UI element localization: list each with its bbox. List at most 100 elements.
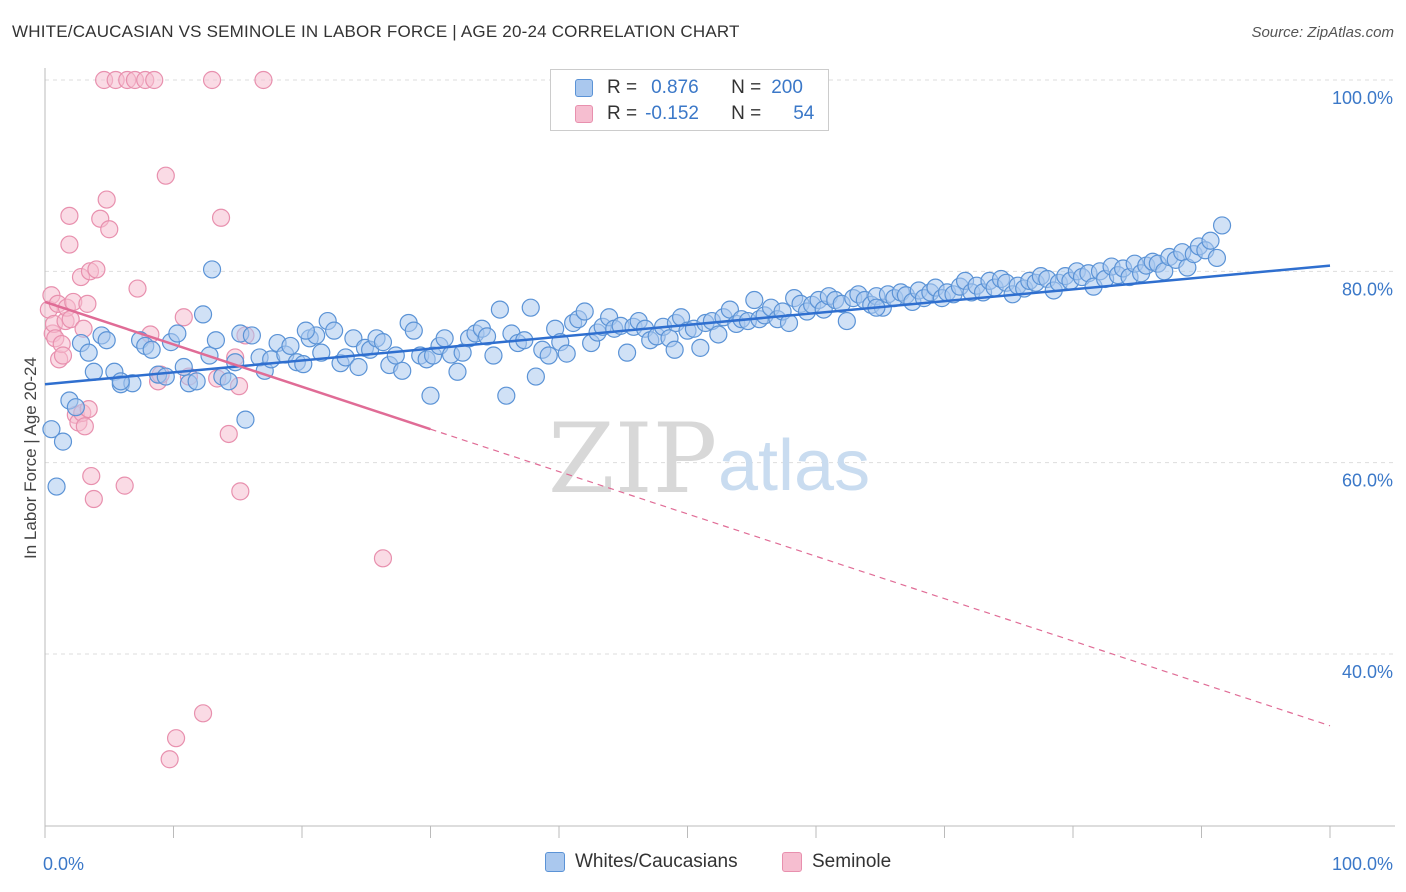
whites-point [618, 343, 637, 362]
whites-point [373, 333, 393, 352]
legend-label-whites: Whites/Caucasians [575, 851, 738, 872]
pink-swatch-icon [782, 852, 802, 872]
r-label: R = [607, 77, 638, 98]
whites-point [745, 290, 764, 310]
whites-point [281, 336, 300, 356]
whites-point [66, 398, 85, 417]
y-tick-label: 80.0% [1342, 279, 1393, 299]
whites-point [1207, 248, 1227, 268]
seminole-point [166, 729, 186, 748]
whites-point [296, 321, 315, 340]
whites-point [521, 298, 540, 317]
seminole-point [193, 704, 213, 723]
seminole-point [53, 346, 73, 365]
trend-lines [44, 264, 1331, 727]
axes [44, 68, 1395, 838]
whites-point [219, 372, 238, 391]
blue-swatch-icon [545, 852, 565, 872]
whites-point [837, 311, 856, 331]
legend-item-seminole: Seminole [782, 851, 891, 873]
seminole-point [145, 70, 164, 90]
n-label: N = [731, 77, 762, 98]
seminole-point [115, 476, 134, 495]
whites-point [187, 372, 206, 391]
seminole-point [87, 260, 106, 279]
y-tick-label: 100.0% [1332, 88, 1393, 108]
blue-swatch-icon [575, 79, 593, 97]
r-value: -0.152 [645, 103, 699, 124]
whites-point [497, 386, 516, 405]
x-tick-label: 0.0% [43, 854, 84, 874]
whites-point [294, 355, 313, 374]
whites-point [168, 324, 187, 343]
whites-point [1212, 216, 1232, 235]
whites-point [156, 367, 175, 386]
seminole-point [97, 190, 116, 209]
legend-row-whites: R = 0.876 N = 200 [575, 76, 803, 100]
watermark-atlas: atlas [718, 426, 870, 506]
legend-row-seminole: R = -0.152 N = 54 [575, 102, 814, 126]
x-tick-labels: 0.0% 100.0% [43, 854, 1393, 874]
y-tick-label: 40.0% [1342, 662, 1393, 682]
seminole-point [219, 424, 238, 444]
whites-point [53, 432, 73, 451]
whites-point [539, 346, 558, 365]
watermark-zip: ZIP [548, 403, 717, 515]
whites-point [448, 362, 467, 381]
seminole-point [82, 466, 101, 486]
whites-point [111, 372, 130, 391]
whites-point [47, 477, 66, 496]
whites-point [312, 343, 331, 362]
y-tick-labels: 40.0% 60.0% 80.0% 100.0% [1332, 88, 1393, 682]
whites-point [142, 340, 161, 359]
correlation-legend: R = 0.876 N = 200 R = -0.152 N = 54 [550, 69, 829, 131]
seminole-point [231, 482, 250, 501]
whites-point [709, 325, 728, 344]
whites-point [349, 357, 368, 377]
seminole-point [254, 70, 273, 90]
seminole-points [39, 70, 393, 769]
whites-point [404, 321, 423, 340]
seminole-point [160, 750, 179, 769]
seminole-point [84, 489, 103, 509]
seminole-point [156, 166, 175, 185]
seminole-point [174, 308, 193, 327]
y-axis-title: In Labor Force | Age 20-24 [21, 357, 40, 559]
whites-trend-line [44, 264, 1331, 386]
seminole-point [100, 220, 119, 239]
whites-point [665, 340, 684, 359]
y-tick-label: 60.0% [1342, 471, 1393, 491]
n-label: N = [731, 103, 762, 124]
whites-point [1201, 231, 1220, 250]
whites-point [435, 329, 454, 348]
r-value: 0.876 [651, 77, 699, 98]
whites-point [421, 386, 440, 405]
whites-point [557, 344, 576, 363]
watermark: ZIP atlas [548, 403, 870, 515]
whites-point [477, 327, 497, 346]
r-label: R = [607, 103, 638, 124]
seminole-point [373, 549, 393, 568]
whites-point [526, 367, 545, 386]
seminole-point [128, 279, 147, 298]
seminole-point [60, 235, 79, 254]
seminole-point [78, 294, 97, 313]
grid-lines [45, 79, 1395, 655]
whites-point [490, 300, 509, 319]
whites-point [691, 338, 710, 357]
whites-point [575, 302, 594, 321]
whites-point [84, 362, 103, 381]
legend-item-whites: Whites/Caucasians [545, 851, 738, 873]
whites-point [79, 343, 98, 362]
whites-point [193, 305, 213, 324]
whites-point [242, 326, 261, 345]
n-value: 200 [771, 77, 803, 98]
n-value: 54 [793, 103, 815, 124]
seminole-trend-extension [430, 428, 1331, 727]
seminole-point [202, 70, 222, 90]
whites-point [202, 260, 222, 279]
whites-point [206, 331, 226, 350]
pink-swatch-icon [575, 105, 593, 123]
seminole-point [60, 206, 79, 225]
